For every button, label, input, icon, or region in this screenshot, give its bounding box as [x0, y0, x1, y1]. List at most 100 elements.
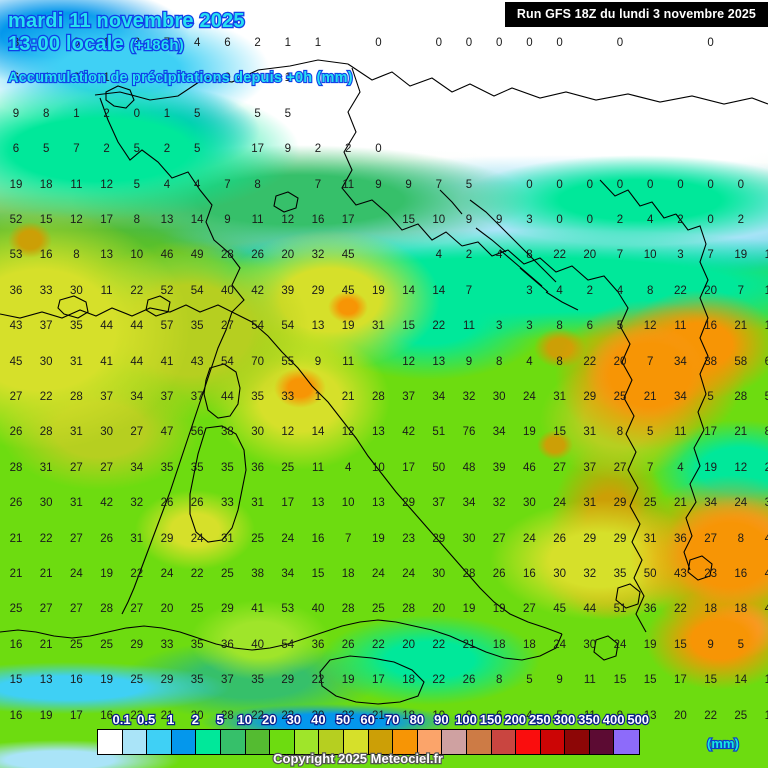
precip-value: 27 [69, 461, 83, 474]
precip-value: 38 [220, 426, 234, 439]
precip-value: 12 [402, 355, 415, 368]
precip-value: 45 [341, 284, 355, 297]
precip-value: 31 [130, 532, 144, 545]
precip-value: 25 [643, 497, 657, 510]
precip-value: 41 [764, 603, 768, 616]
precip-value: 21 [371, 709, 385, 722]
precip-value: 29 [583, 532, 597, 545]
precip-value: 41 [100, 355, 113, 368]
precip-value: 0 [375, 37, 382, 49]
legend-label: 10 [236, 711, 253, 728]
precip-value: 27 [220, 320, 234, 333]
precip-value: 7 [646, 355, 654, 368]
precip-value: 31 [220, 532, 234, 545]
legend-swatch [614, 730, 640, 754]
precip-value: 31 [643, 532, 657, 545]
precip-value: 25 [100, 638, 113, 651]
precip-value: 15 [402, 320, 415, 333]
precip-value: 5 [193, 107, 201, 120]
precip-value: 20 [190, 709, 204, 722]
precip-value: 31 [583, 497, 597, 510]
precip-value: 18 [522, 638, 536, 651]
precip-value: 27 [69, 603, 83, 616]
precip-value: 14 [190, 214, 204, 226]
precip-value: 50 [643, 568, 657, 580]
precip-value: 27 [613, 461, 627, 474]
precip-value: 20 [704, 284, 717, 297]
precip-value: 28 [9, 461, 23, 474]
precip-value: 17 [69, 709, 83, 722]
precip-value: 14 [764, 320, 768, 333]
precip-value: 26 [251, 249, 264, 262]
precip-value: 3 [12, 37, 20, 49]
precip-value: 3 [526, 320, 533, 333]
precip-value: 0 [737, 178, 744, 191]
precip-value: 45 [341, 249, 355, 262]
precip-value: 36 [673, 532, 687, 545]
precip-value: 22 [39, 532, 53, 545]
precip-value: 26 [492, 568, 506, 580]
legend-swatch [98, 730, 123, 754]
precip-value: 0 [526, 37, 533, 49]
precip-value: 58 [764, 391, 768, 403]
precip-value: 21 [9, 532, 23, 545]
legend-label: 20 [261, 711, 278, 728]
precip-value: 13 [371, 497, 385, 510]
precip-value: 13 [39, 674, 53, 687]
precip-value: 22 [190, 568, 204, 580]
precip-value: 0 [556, 37, 563, 49]
precip-value: 22 [432, 674, 446, 687]
precip-value: 31 [69, 497, 83, 510]
precip-value: 5 [616, 320, 624, 333]
precip-value: 9 [495, 214, 503, 226]
precip-value: 9 [12, 107, 20, 120]
legend-label: 400 [602, 711, 626, 728]
precip-value: 33 [220, 497, 234, 510]
precip-value: 9 [314, 355, 322, 368]
precip-value: 28 [402, 603, 415, 616]
legend-label: 500 [626, 711, 650, 728]
precip-value: 27 [492, 532, 506, 545]
legend-label: 80 [408, 711, 425, 728]
precip-value: 26 [9, 497, 23, 510]
precip-value: 30 [583, 638, 597, 651]
precip-value: 29 [402, 497, 415, 510]
precip-value: 12 [643, 320, 657, 333]
precip-value: 32 [462, 391, 476, 403]
precip-value: 6 [12, 143, 20, 156]
precip-value: 15 [643, 674, 657, 687]
precip-value: 25 [9, 603, 23, 616]
legend-label: 40 [310, 711, 327, 728]
precip-value: 30 [432, 568, 446, 580]
precip-value: 37 [100, 391, 113, 403]
precip-value: 22 [130, 568, 144, 580]
precip-value: 44 [220, 391, 234, 403]
precip-value: 29 [311, 284, 325, 297]
precip-value: 6 [224, 37, 231, 49]
precip-value: 29 [583, 391, 597, 403]
precip-value: 9 [616, 709, 624, 722]
precip-value: 24 [371, 568, 385, 580]
precip-value: 8 [73, 249, 80, 262]
precip-value: 29 [432, 532, 446, 545]
legend-label: 0.5 [136, 711, 156, 728]
precip-value: 15 [402, 214, 415, 226]
legend-labels: 0.1 0.5 1 2 5 10 20 30 40 50 60 70 80 90 100 150 200 250 3… [0, 710, 768, 730]
precip-value: 19 [643, 638, 657, 651]
precip-value: 11 [674, 320, 687, 333]
precip-value: 56 [190, 426, 204, 439]
precip-value: 2 [737, 214, 744, 226]
precip-value: 7 [465, 284, 473, 297]
precip-value: 22 [130, 709, 144, 722]
precip-value: 28 [100, 603, 113, 616]
precip-value: 16 [69, 674, 83, 687]
precip-value: 22 [673, 284, 687, 297]
precip-value: 3 [677, 249, 684, 262]
precip-value: 31 [251, 497, 264, 510]
precip-value: 44 [130, 355, 144, 368]
precip-value: 5 [193, 143, 201, 156]
precip-value: 9 [405, 178, 412, 191]
precip-value: 54 [220, 355, 234, 368]
